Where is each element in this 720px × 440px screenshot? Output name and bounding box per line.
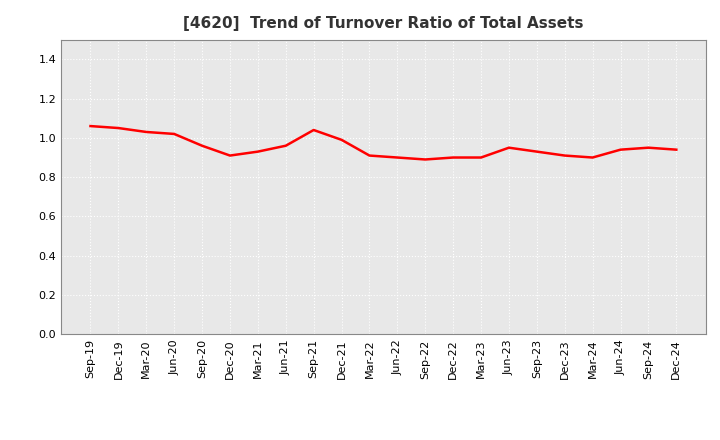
Title: [4620]  Trend of Turnover Ratio of Total Assets: [4620] Trend of Turnover Ratio of Total … — [183, 16, 584, 32]
